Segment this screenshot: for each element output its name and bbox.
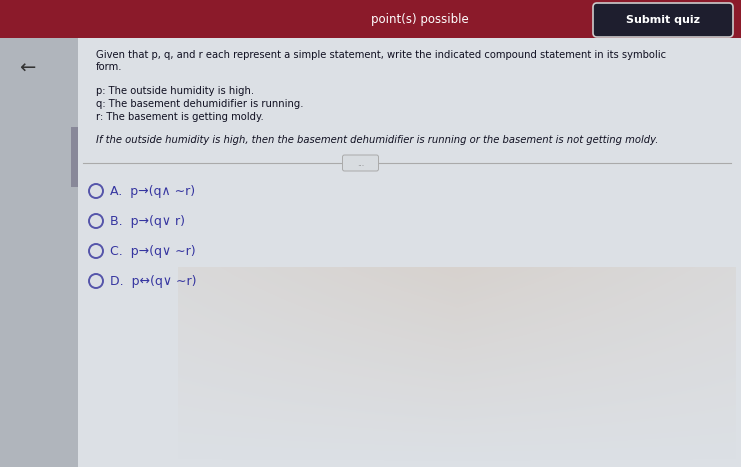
Text: C.  p→(q∨ ∼r): C. p→(q∨ ∼r) [110,245,196,257]
Text: ...: ... [357,158,364,168]
Text: point(s) possible: point(s) possible [371,13,469,26]
FancyBboxPatch shape [0,0,741,38]
Text: If the outside humidity is high, then the basement dehumidifier is running or th: If the outside humidity is high, then th… [96,135,658,145]
FancyBboxPatch shape [593,3,733,37]
FancyBboxPatch shape [342,155,379,171]
Text: B.  p→(q∨ r): B. p→(q∨ r) [110,214,185,227]
Text: ←: ← [19,58,35,78]
Text: p: The outside humidity is high.: p: The outside humidity is high. [96,86,254,96]
Text: Given that p, q, and r each represent a simple statement, write the indicated co: Given that p, q, and r each represent a … [96,50,666,60]
Text: A.  p→(q∧ ∼r): A. p→(q∧ ∼r) [110,184,195,198]
Text: Submit quiz: Submit quiz [626,15,700,25]
FancyBboxPatch shape [78,38,741,467]
Text: q: The basement dehumidifier is running.: q: The basement dehumidifier is running. [96,99,304,109]
Text: form.: form. [96,62,122,72]
Text: r: The basement is getting moldy.: r: The basement is getting moldy. [96,112,264,122]
Text: D.  p↔(q∨ ∼r): D. p↔(q∨ ∼r) [110,275,196,288]
FancyBboxPatch shape [0,38,78,467]
FancyBboxPatch shape [71,127,78,187]
